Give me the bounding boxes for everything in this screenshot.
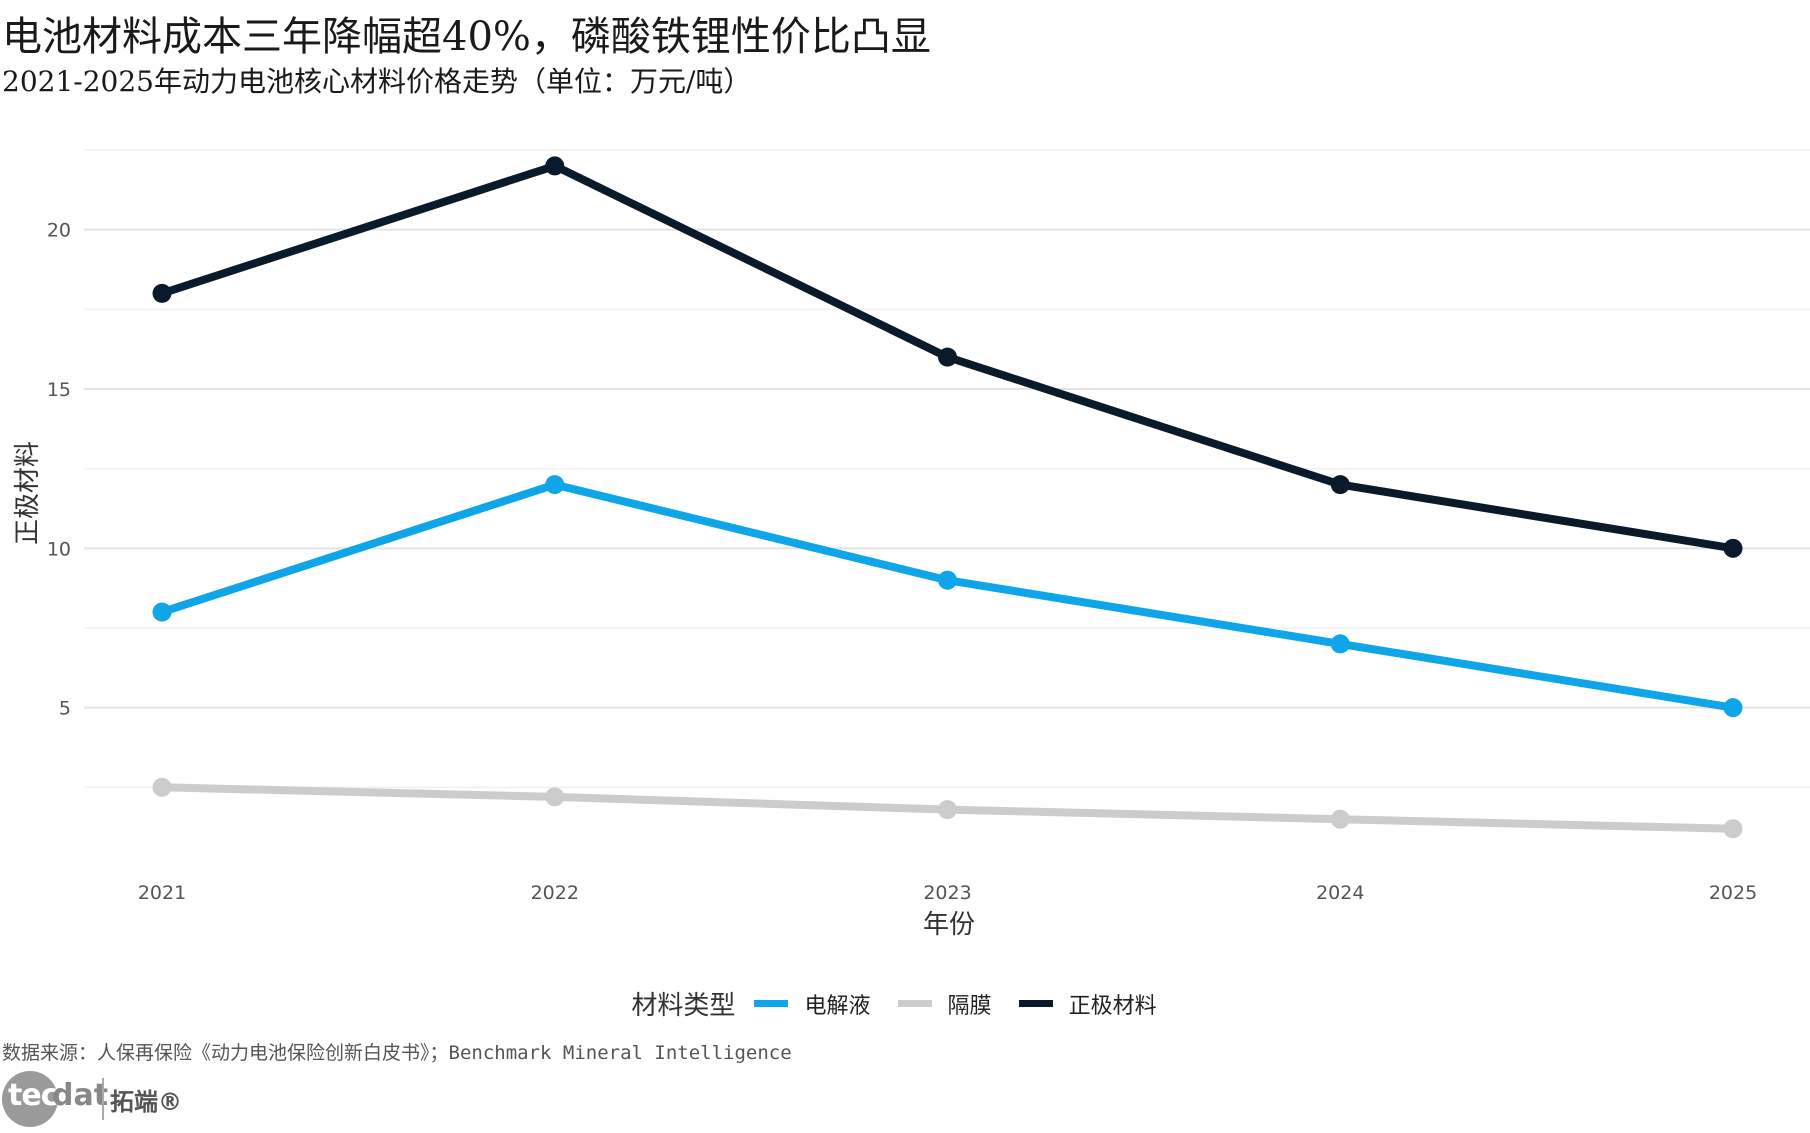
y-axis-label: 正极材料 [13,441,43,545]
x-tick-label: 2023 [923,882,971,904]
data-point [1723,538,1743,558]
data-point [1330,809,1350,829]
legend-key-separator [897,1000,932,1007]
logo-disc [2,1071,58,1127]
legend-key-cathode [1018,1000,1053,1007]
legend-label-cathode: 正极材料 [1068,993,1157,1019]
data-point [545,787,565,807]
chart-subtitle: 2021-2025年动力电池核心材料价格走势（单位：万元/吨） [2,65,752,98]
data-point [152,777,172,797]
legend: 材料类型 电解液 隔膜 正极材料 [0,985,1810,1022]
y-tick-label: 20 [47,220,71,242]
logo-text-dat: dat [52,1078,109,1113]
y-tick-label: 10 [47,538,71,560]
legend-title: 材料类型 [631,991,736,1021]
grid [84,149,1810,789]
data-point [1723,819,1743,839]
legend-label-electrolyte: 电解液 [804,993,871,1019]
logo-divider [102,1078,104,1120]
data-point [1330,634,1350,654]
data-point [152,602,172,622]
logo-text-cn: 拓端® [110,1088,182,1116]
y-tick-label: 15 [47,379,71,401]
legend-item-electrolyte: 电解液 [754,988,870,1020]
data-point [152,283,172,303]
legend-label-separator: 隔膜 [947,993,992,1019]
y-tick-label: 5 [59,698,71,720]
data-point [1723,698,1743,718]
series-lines [158,161,1737,833]
data-point [545,156,565,176]
y-axis-ticks: 5 10 15 20 [47,220,71,720]
x-tick-label: 2021 [138,882,186,904]
legend-item-cathode: 正极材料 [1018,988,1157,1020]
legend-key-electrolyte [754,1000,789,1007]
x-tick-label: 2022 [531,882,579,904]
data-point [545,475,565,495]
logo-text-tec: tec [8,1078,58,1113]
data-source: 数据来源：人保再保险《动力电池保险创新白皮书》；Benchmark Minera… [2,1042,792,1064]
x-axis-label: 年份 [923,910,975,940]
tecdat-logo: tec dat 拓端® [2,1068,182,1128]
series-line-0 [158,480,1737,712]
series-points [152,156,1743,839]
data-point [1330,475,1350,495]
x-tick-label: 2025 [1709,882,1757,904]
data-point [938,347,957,367]
x-tick-label: 2024 [1316,882,1364,904]
data-point [938,570,957,590]
legend-item-separator: 隔膜 [897,988,992,1020]
x-axis-ticks: 2021 2022 2023 2024 2025 [138,882,1757,904]
chart-title: 电池材料成本三年降幅超40%，磷酸铁锂性价比凸显 [2,14,931,60]
data-point [938,800,957,820]
